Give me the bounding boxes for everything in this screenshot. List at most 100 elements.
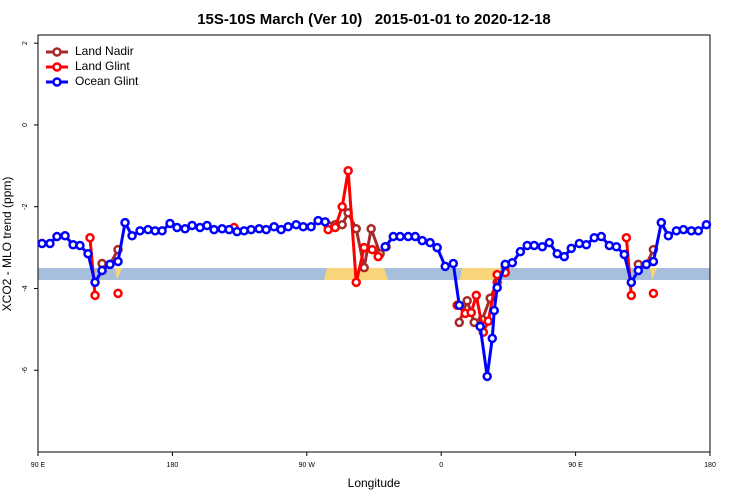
data-point (351, 277, 361, 288)
data-point (611, 242, 622, 252)
data-point (544, 237, 555, 248)
series-line (478, 218, 708, 377)
data-point (448, 258, 459, 269)
y-tick-label: -4 (22, 285, 29, 291)
data-point (417, 235, 427, 246)
data-point (462, 295, 472, 306)
x-tick-label: 90 E (568, 462, 583, 469)
data-point (172, 222, 182, 233)
data-point (180, 224, 190, 234)
data-point (410, 231, 420, 242)
data-point (113, 256, 123, 267)
y-tick-label: 2 (22, 41, 29, 45)
data-point (330, 222, 340, 233)
data-point (105, 259, 115, 270)
data-point (482, 371, 492, 382)
x-tick-label: 90 E (31, 462, 46, 469)
data-point (90, 277, 100, 288)
data-point (366, 224, 376, 234)
data-point (537, 242, 548, 252)
data-point (454, 317, 465, 328)
y-axis-label: XCO2 - MLO trend (ppm) (0, 177, 14, 312)
legend-marker (52, 77, 62, 87)
data-point (52, 231, 62, 242)
data-point (187, 220, 197, 231)
data-point (261, 224, 271, 235)
legend-marker (52, 47, 62, 57)
data-point (395, 231, 405, 242)
data-point (320, 217, 330, 227)
data-point (85, 233, 95, 243)
data-point (83, 248, 93, 259)
land-band (115, 268, 122, 280)
data-point (626, 277, 637, 288)
data-point (515, 246, 526, 257)
data-point (337, 201, 347, 212)
data-point (663, 230, 674, 241)
data-point (359, 262, 369, 273)
data-point (440, 261, 450, 272)
land-band (460, 268, 502, 280)
data-point (489, 305, 499, 316)
x-axis-label: Longitude (348, 476, 401, 490)
data-point (581, 239, 592, 250)
data-point (454, 300, 465, 310)
legend-marker (52, 62, 62, 72)
data-point (529, 240, 539, 251)
data-point (466, 307, 476, 318)
x-tick-label: 180 (167, 462, 179, 469)
data-point (209, 224, 219, 235)
data-point (432, 242, 442, 253)
land-band (650, 268, 657, 280)
data-point (373, 251, 383, 262)
data-point (596, 231, 607, 242)
data-point (45, 238, 55, 249)
x-tick-label: 90 W (299, 462, 316, 469)
data-point (127, 230, 137, 241)
data-point (471, 290, 482, 301)
data-point (165, 218, 175, 229)
data-point (701, 219, 712, 230)
legend-label: Land Nadir (75, 44, 134, 58)
x-tick-label: 180 (704, 462, 716, 469)
data-point (135, 226, 145, 236)
data-point (626, 290, 637, 301)
data-point (37, 238, 47, 249)
data-point (425, 237, 435, 248)
data-point (507, 257, 518, 268)
data-point (380, 242, 390, 252)
data-point (621, 233, 632, 243)
data-point (469, 317, 479, 328)
data-point (693, 226, 704, 236)
data-point (678, 224, 689, 235)
data-point (648, 288, 659, 299)
data-point (224, 224, 234, 235)
data-point (306, 221, 316, 232)
data-point (359, 242, 369, 253)
data-point (633, 265, 644, 276)
data-point (202, 220, 212, 231)
data-point (619, 249, 630, 260)
data-point (283, 221, 293, 232)
data-point (75, 240, 85, 251)
data-point (367, 244, 377, 255)
y-tick-label: -6 (22, 367, 29, 373)
y-tick-label: -2 (22, 203, 29, 209)
data-point (492, 282, 502, 293)
legend-label: Ocean Glint (75, 74, 139, 88)
data-point (656, 217, 667, 228)
legend-label: Land Glint (75, 59, 130, 73)
data-point (475, 321, 485, 332)
data-point (246, 224, 256, 235)
data-point (487, 333, 498, 344)
data-point (60, 230, 70, 241)
y-tick-label: 0 (22, 123, 29, 127)
x-tick-label: 0 (439, 462, 443, 469)
data-point (343, 165, 353, 176)
data-point (559, 251, 570, 262)
data-point (298, 221, 308, 232)
data-point (648, 256, 659, 267)
data-point (113, 288, 123, 299)
